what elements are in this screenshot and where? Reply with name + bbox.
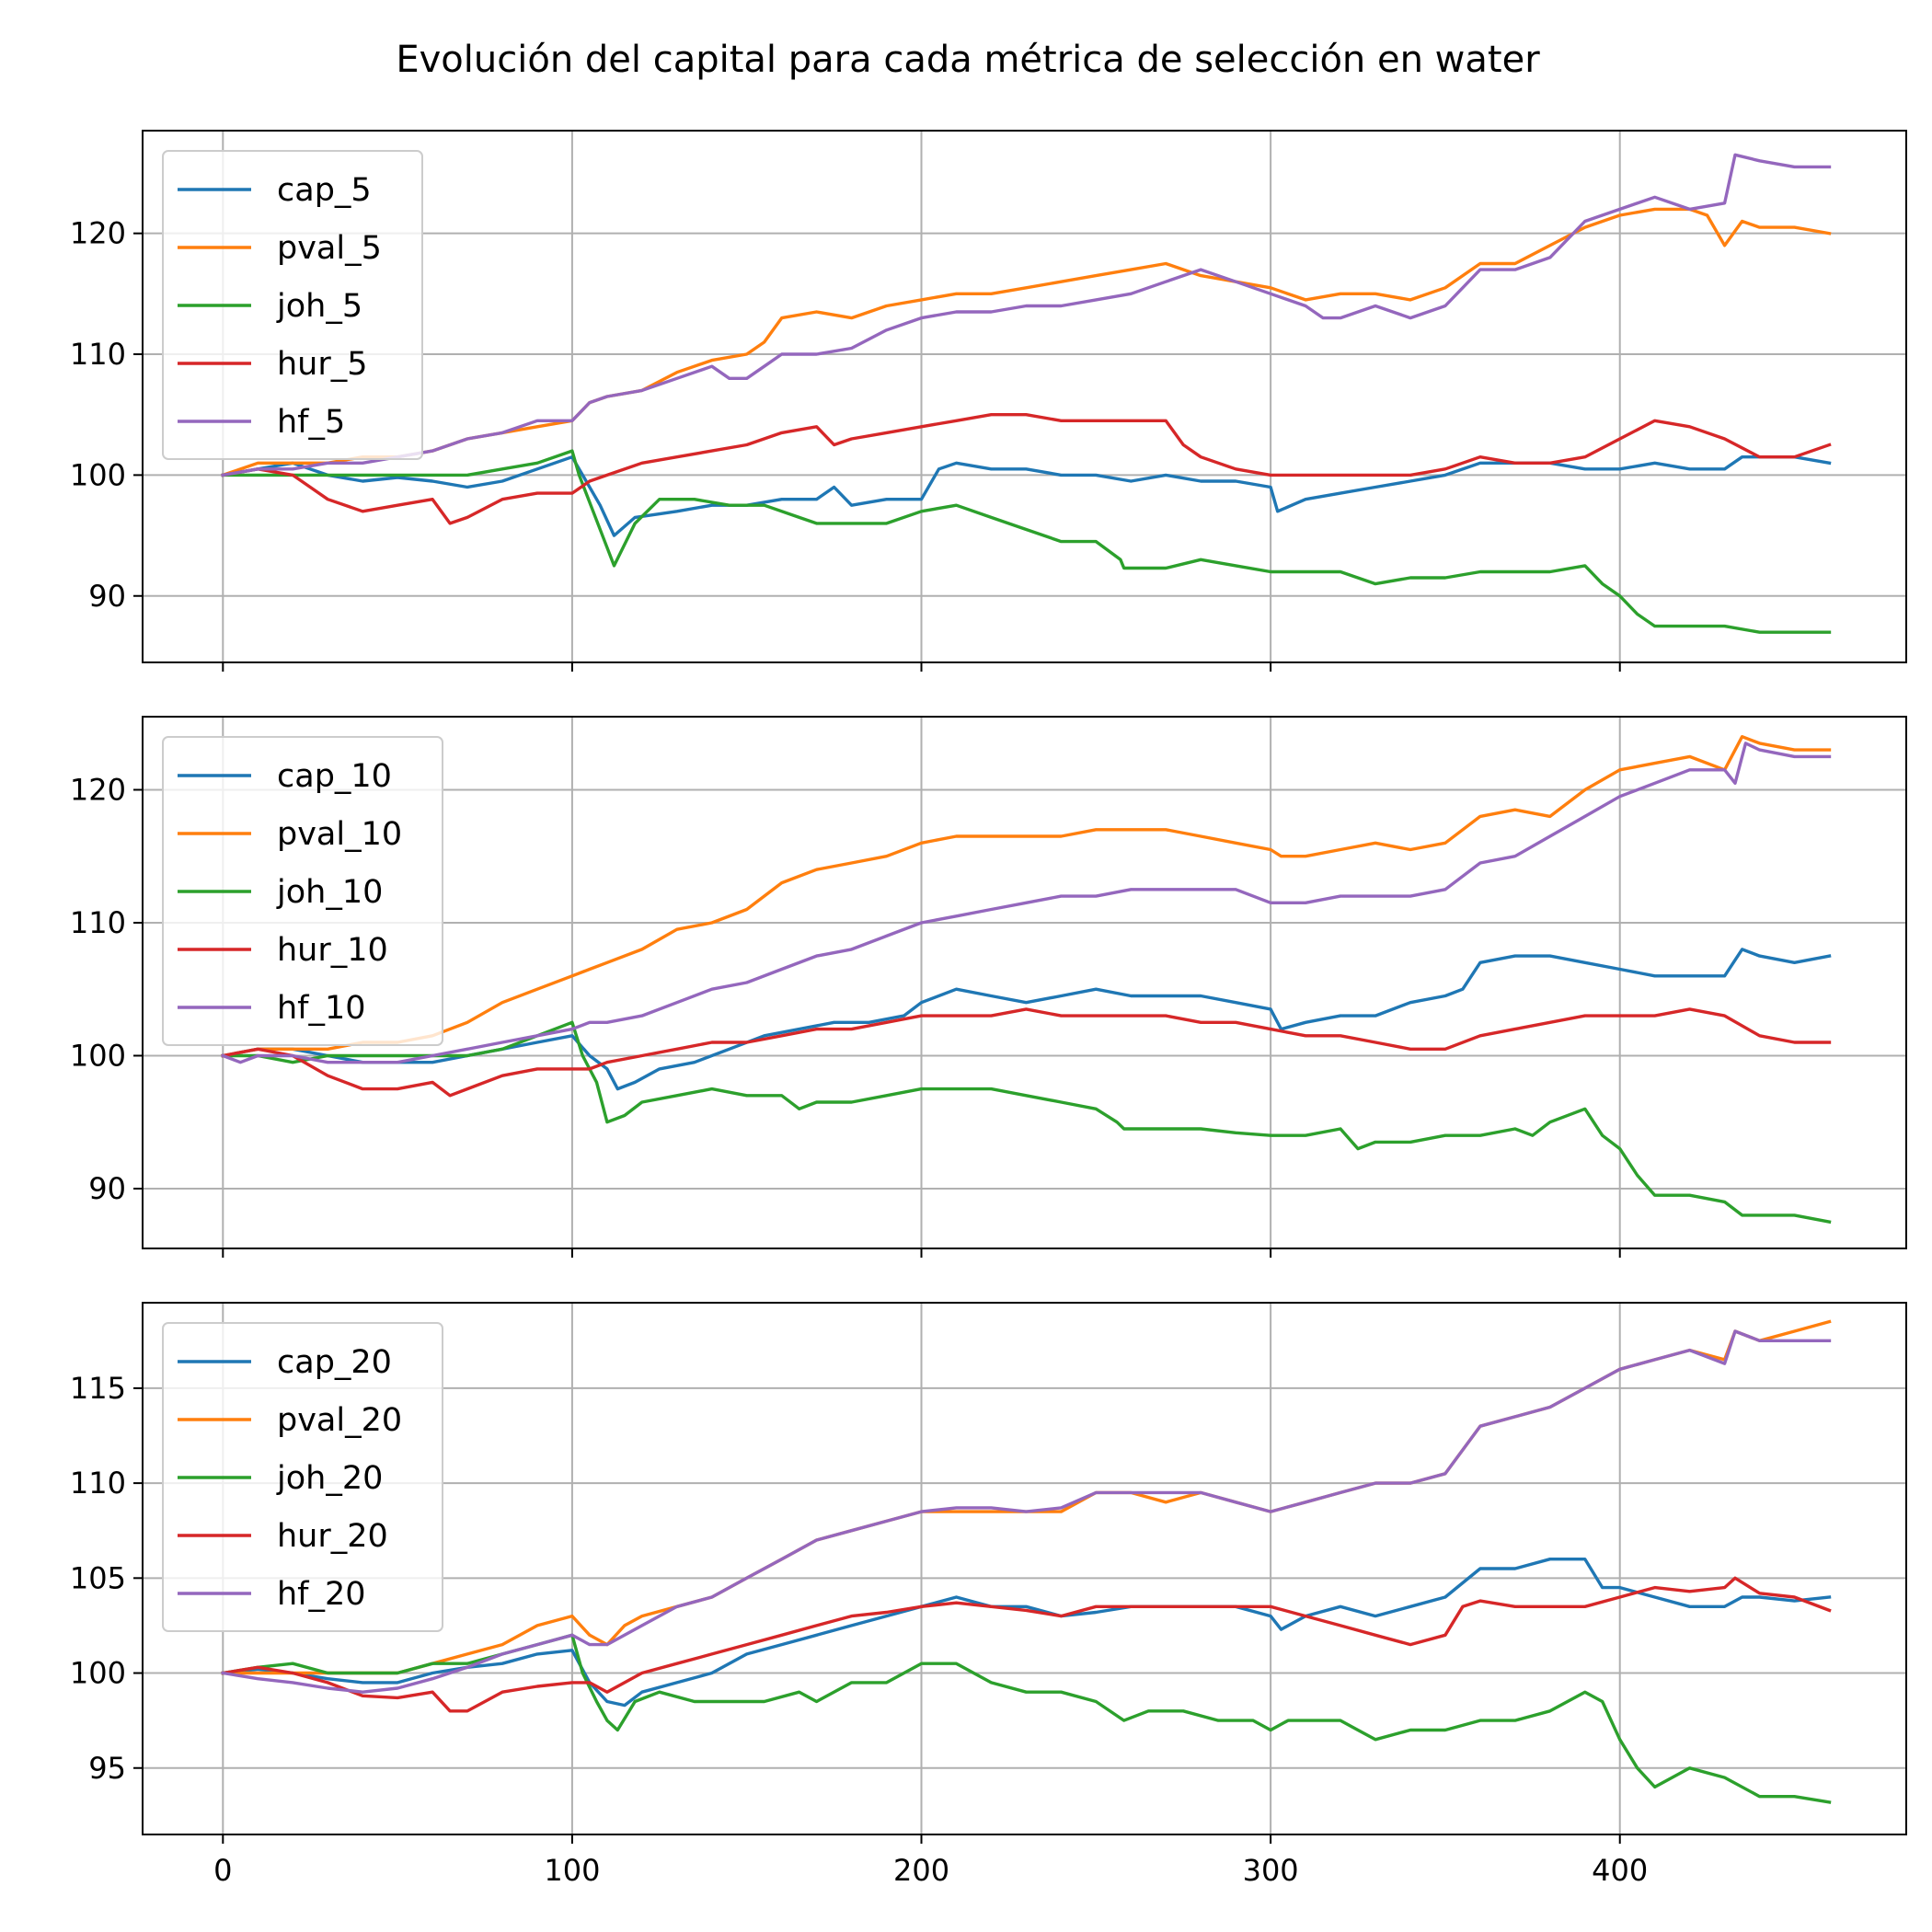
subplot-cap-10: 90 100 110 120 cap_10 pval_10 joh_10 hur_10 hf_1…	[70, 716, 1907, 1258]
y-tick-label-4: 115	[70, 1371, 126, 1406]
legend-label-pval_5: pval_5	[277, 230, 382, 267]
subplot-cap-5: 90 100 110 120 cap_5 pval_5 joh_5 hur_5 hf_5	[70, 130, 1907, 672]
y-tick-label-3: 120	[70, 772, 126, 807]
series-line-hur_20	[221, 1576, 1832, 1713]
series-line-cap_10	[221, 948, 1832, 1091]
series-line-hf_5	[221, 153, 1832, 477]
axes-frame	[142, 1302, 1907, 1835]
series-line-joh_5	[221, 449, 1832, 634]
legend-box	[162, 1322, 443, 1632]
y-tick-label-1: 100	[70, 457, 126, 492]
axes-frame	[142, 716, 1907, 1249]
legend-label-hur_20: hur_20	[277, 1518, 388, 1555]
legend-label-cap_5: cap_5	[277, 172, 372, 209]
y-tick-label-1: 100	[70, 1656, 126, 1691]
series-line-hf_20	[221, 1329, 1832, 1694]
x-tick-label-1: 100	[544, 1853, 600, 1888]
series-line-pval_5	[221, 207, 1832, 477]
y-tick-label-0: 90	[88, 1171, 126, 1206]
x-tick-label-4: 400	[1592, 1853, 1648, 1888]
series-lines	[221, 735, 1832, 1225]
series-line-hf_10	[221, 742, 1832, 1064]
series-line-joh_10	[221, 1020, 1832, 1225]
series-line-pval_20	[221, 1319, 1832, 1675]
series-lines	[221, 153, 1832, 634]
x-tick-label-2: 200	[893, 1853, 949, 1888]
legend-label-pval_10: pval_10	[277, 816, 402, 853]
x-tick-label-3: 300	[1243, 1853, 1299, 1888]
series-lines	[221, 1319, 1832, 1804]
legend: cap_5 pval_5 joh_5 hur_5 hf_5	[162, 150, 423, 460]
y-tick-label-2: 110	[70, 905, 126, 940]
legend-label-joh_5: joh_5	[276, 288, 362, 325]
y-tick-label-2: 110	[70, 337, 126, 372]
legend-label-hur_5: hur_5	[277, 346, 368, 383]
subplot-cap-20: 0 100 200 300 400 95 100 105 110 115 cap_20 pval_20…	[70, 1302, 1907, 1888]
series-line-joh_20	[221, 1633, 1832, 1804]
series-line-cap_20	[221, 1558, 1832, 1708]
legend-label-cap_10: cap_10	[277, 758, 392, 795]
y-tick-label-3: 110	[70, 1466, 126, 1501]
x-tick-label-0: 0	[213, 1853, 232, 1888]
legend-label-pval_20: pval_20	[277, 1402, 402, 1439]
series-line-hur_5	[221, 413, 1832, 525]
legend-box	[162, 150, 423, 460]
series-line-pval_10	[221, 735, 1832, 1058]
legend-label-hf_10: hf_10	[277, 990, 366, 1027]
y-tick-label-1: 100	[70, 1038, 126, 1073]
y-tick-label-2: 105	[70, 1560, 126, 1595]
legend-label-cap_20: cap_20	[277, 1344, 392, 1381]
legend-label-joh_10: joh_10	[276, 874, 383, 911]
figure-title: Evolución del capital para cada métrica …	[396, 39, 1540, 81]
y-tick-label-3: 120	[70, 216, 126, 251]
legend-label-hur_10: hur_10	[277, 932, 388, 969]
y-tick-label-0: 90	[88, 579, 126, 614]
series-line-cap_5	[221, 455, 1832, 537]
legend-label-joh_20: joh_20	[276, 1460, 383, 1497]
legend: cap_20 pval_20 joh_20 hur_20 hf_20	[162, 1322, 443, 1632]
axes-frame	[142, 130, 1907, 663]
legend: cap_10 pval_10 joh_10 hur_10 hf_10	[162, 736, 443, 1046]
legend-box	[162, 736, 443, 1046]
y-tick-label-0: 95	[88, 1751, 126, 1786]
legend-label-hf_5: hf_5	[277, 404, 345, 441]
legend-label-hf_20: hf_20	[277, 1576, 366, 1613]
series-line-hur_10	[221, 1007, 1832, 1098]
